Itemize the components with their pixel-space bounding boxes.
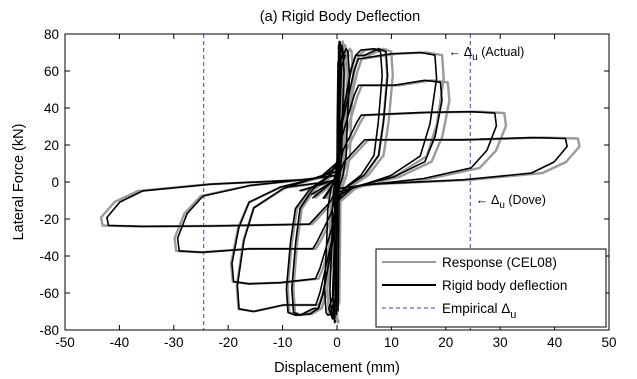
x-axis-title: Displacement (mm) <box>274 360 400 376</box>
rigid-body-loop <box>106 136 568 228</box>
legend-label: Rigid body deflection <box>442 278 567 293</box>
y-axis-title: Lateral Force (kN) <box>11 124 27 241</box>
x-tick-label: 20 <box>438 335 453 350</box>
x-tick-label: -30 <box>164 335 184 350</box>
y-tick-label: -60 <box>39 286 59 301</box>
x-tick-label: -10 <box>273 335 293 350</box>
legend-label: Empirical Δu <box>442 301 516 321</box>
delta-u-annotation: ← Δu (Actual) <box>449 45 525 63</box>
chart-title: (a) Rigid Body Deflection <box>260 9 420 25</box>
early-cycle-line <box>337 48 342 312</box>
y-tick-label: 0 <box>51 175 59 190</box>
y-tick-label: 20 <box>44 138 59 153</box>
y-tick-label: 40 <box>44 101 59 116</box>
delta-u-annotation: ← Δu (Dove) <box>476 193 546 211</box>
x-tick-label: 0 <box>333 335 341 350</box>
legend: Response (CEL08) Rigid body deflection Emp… <box>375 248 607 328</box>
legend-label: Response (CEL08) <box>442 255 557 270</box>
rigid-body-loop <box>285 48 389 316</box>
early-cycle-line <box>335 45 340 316</box>
x-tick-label: 50 <box>601 335 616 350</box>
x-tick-label: 30 <box>493 335 508 350</box>
y-tick-label: -20 <box>39 212 59 227</box>
x-tick-label: -20 <box>218 335 238 350</box>
x-tick-label: -50 <box>55 335 75 350</box>
y-tick-label: -80 <box>39 323 59 338</box>
x-tick-label: 40 <box>547 335 562 350</box>
y-tick-label: 60 <box>44 64 59 79</box>
y-tick-label: -40 <box>39 249 59 264</box>
y-tick-label: 80 <box>44 27 59 42</box>
x-tick-label: -40 <box>110 335 130 350</box>
x-tick-label: 10 <box>384 335 399 350</box>
